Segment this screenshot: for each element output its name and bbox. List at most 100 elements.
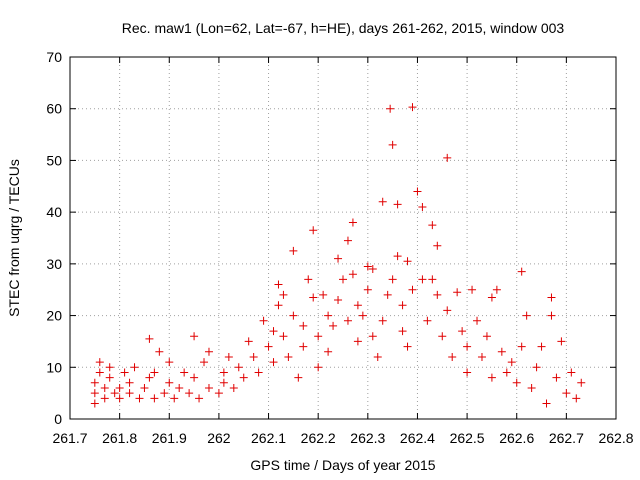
data-point: [190, 332, 199, 341]
data-point: [398, 327, 407, 336]
data-point: [517, 342, 526, 351]
data-point: [557, 337, 566, 346]
data-point: [403, 342, 412, 351]
y-tick-label: 70: [46, 49, 62, 65]
data-point: [552, 373, 561, 382]
data-point: [378, 316, 387, 325]
y-tick-label: 0: [54, 411, 62, 427]
x-tick-label: 262: [207, 430, 231, 446]
data-point: [547, 293, 556, 302]
data-point: [393, 200, 402, 209]
data-point: [299, 342, 308, 351]
data-point: [378, 197, 387, 206]
data-point: [160, 389, 169, 398]
data-point: [577, 378, 586, 387]
data-point: [527, 383, 536, 392]
data-point: [90, 399, 99, 408]
data-point: [289, 246, 298, 255]
data-point: [448, 352, 457, 361]
data-point: [105, 363, 114, 372]
x-tick-label: 261.8: [102, 430, 137, 446]
data-point: [294, 373, 303, 382]
data-point: [299, 321, 308, 330]
y-axis-ticks: 0 10 20 30 40 50 60 70: [46, 49, 616, 427]
data-point: [219, 378, 228, 387]
data-point: [130, 363, 139, 372]
data-point: [413, 187, 422, 196]
data-point: [443, 153, 452, 162]
data-point: [348, 270, 357, 279]
data-point: [329, 321, 338, 330]
data-point: [517, 267, 526, 276]
data-point: [398, 301, 407, 310]
data-point: [170, 394, 179, 403]
data-point: [482, 332, 491, 341]
data-point: [165, 378, 174, 387]
data-point: [418, 275, 427, 284]
data-point: [175, 383, 184, 392]
data-point: [567, 368, 576, 377]
data-point: [100, 383, 109, 392]
data-point: [274, 301, 283, 310]
y-tick-label: 20: [46, 308, 62, 324]
data-point: [512, 378, 521, 387]
data-point: [100, 394, 109, 403]
data-point: [507, 358, 516, 367]
data-point: [343, 236, 352, 245]
data-point: [373, 352, 382, 361]
data-point: [487, 373, 496, 382]
data-point: [433, 290, 442, 299]
data-point: [204, 383, 213, 392]
data-point: [477, 352, 486, 361]
data-point: [393, 252, 402, 261]
data-point: [497, 347, 506, 356]
data-point: [115, 383, 124, 392]
data-point: [418, 202, 427, 211]
data-point: [279, 332, 288, 341]
data-point: [353, 301, 362, 310]
data-point: [324, 311, 333, 320]
data-point: [358, 311, 367, 320]
data-point: [562, 389, 571, 398]
data-point: [473, 316, 482, 325]
data-point: [368, 332, 377, 341]
data-point: [249, 352, 258, 361]
data-point: [309, 293, 318, 302]
data-point: [386, 104, 395, 113]
data-point: [125, 378, 134, 387]
data-point: [140, 383, 149, 392]
data-point: [95, 368, 104, 377]
data-point: [314, 332, 323, 341]
y-tick-label: 60: [46, 101, 62, 117]
data-point: [105, 373, 114, 382]
y-tick-label: 10: [46, 359, 62, 375]
data-point: [219, 368, 228, 377]
data-point: [254, 368, 263, 377]
x-axis-ticks: 261.7 261.8 261.9 262 262.1 262.2 262.3 262.4 26…: [52, 57, 634, 446]
data-point: [304, 275, 313, 284]
data-point: [319, 290, 328, 299]
data-point: [150, 368, 159, 377]
x-tick-label: 262.3: [350, 430, 385, 446]
y-tick-label: 40: [46, 204, 62, 220]
data-point: [115, 394, 124, 403]
x-tick-label: 262.8: [598, 430, 633, 446]
data-point: [458, 327, 467, 336]
data-point: [383, 290, 392, 299]
data-point: [547, 311, 556, 320]
x-axis-label: GPS time / Days of year 2015: [250, 457, 435, 473]
data-point: [279, 290, 288, 299]
data-point: [204, 347, 213, 356]
data-point: [95, 358, 104, 367]
data-point: [224, 352, 233, 361]
data-point: [443, 306, 452, 315]
data-point: [463, 342, 472, 351]
x-tick-label: 262.2: [301, 430, 336, 446]
x-tick-label: 261.7: [52, 430, 87, 446]
data-point: [408, 285, 417, 294]
data-point: [572, 394, 581, 403]
x-tick-label: 262.7: [549, 430, 584, 446]
data-point: [463, 368, 472, 377]
